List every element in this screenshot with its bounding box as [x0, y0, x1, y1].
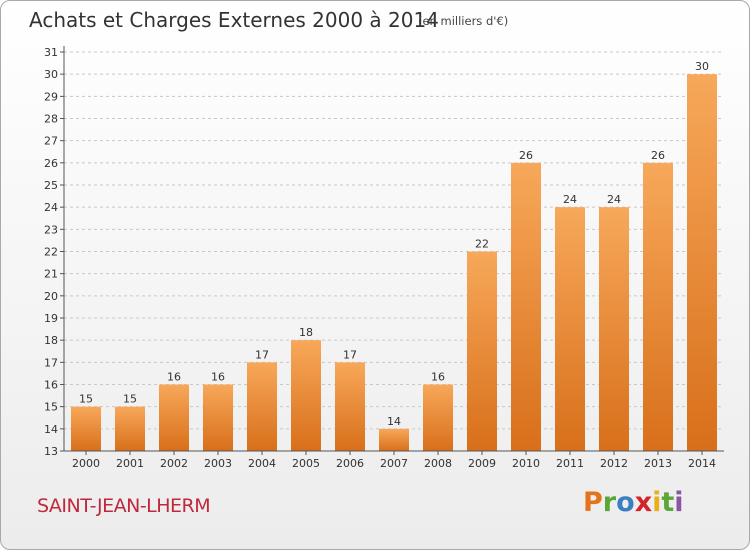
- bar: [599, 207, 629, 451]
- y-tick-label: 18: [44, 334, 58, 347]
- bar: [687, 74, 717, 452]
- data-label: 15: [79, 393, 93, 406]
- data-label: 24: [563, 193, 577, 206]
- bar: [379, 428, 409, 451]
- bar: [115, 406, 145, 451]
- bar: [643, 162, 673, 452]
- y-tick-label: 25: [44, 179, 58, 192]
- data-label: 22: [475, 238, 489, 251]
- logo-letter: r: [602, 487, 617, 518]
- logo-letter: o: [616, 487, 635, 518]
- data-label: 26: [519, 149, 533, 162]
- logo-letter: i: [652, 487, 662, 518]
- bar: [159, 384, 189, 451]
- bar: [335, 362, 365, 451]
- bar: [247, 362, 277, 451]
- x-tick-label: 2010: [512, 457, 540, 470]
- axes: 13 14 15 16 17 18 19 20 21 22 23 24 25 26 27 28 29 30 31 20…: [44, 46, 724, 470]
- bar: [467, 251, 497, 451]
- logo-letter: P: [583, 487, 603, 518]
- y-tick-label: 30: [44, 68, 58, 81]
- y-tick-label: 26: [44, 157, 58, 170]
- bar: [71, 406, 101, 451]
- y-tick-label: 24: [44, 201, 58, 214]
- y-tick-label: 27: [44, 135, 58, 148]
- y-tick-label: 13: [44, 445, 58, 458]
- y-tick-label: 15: [44, 401, 58, 414]
- y-tick-label: 19: [44, 312, 58, 325]
- y-tick-label: 17: [44, 356, 58, 369]
- y-tick-label: 20: [44, 290, 58, 303]
- bars: 15 15 16 16 17 18 17 14 16 22 26 24 24 26 30: [71, 60, 717, 452]
- x-tick-label: 2007: [380, 457, 408, 470]
- data-label: 26: [651, 149, 665, 162]
- y-tick-label: 31: [44, 46, 58, 59]
- data-label: 24: [607, 193, 621, 206]
- x-tick-label: 2005: [292, 457, 320, 470]
- y-tick-label: 29: [44, 90, 58, 103]
- commune-name: SAINT-JEAN-LHERM: [37, 495, 211, 517]
- data-label: 18: [299, 326, 313, 339]
- bar: [291, 340, 321, 451]
- y-tick-label: 14: [44, 423, 58, 436]
- x-tick-label: 2013: [644, 457, 672, 470]
- x-tick-label: 2004: [248, 457, 276, 470]
- bar: [423, 384, 453, 451]
- data-label: 15: [123, 393, 137, 406]
- y-tick-label: 21: [44, 268, 58, 281]
- logo-letter: t: [661, 487, 675, 518]
- data-label: 16: [211, 371, 225, 384]
- proxiti-logo: Proxiti: [583, 487, 684, 518]
- x-tick-label: 2001: [116, 457, 144, 470]
- data-label: 16: [431, 371, 445, 384]
- data-label: 17: [343, 348, 357, 361]
- bar: [511, 162, 541, 452]
- x-tick-label: 2003: [204, 457, 232, 470]
- x-tick-label: 2009: [468, 457, 496, 470]
- x-tick-label: 2012: [600, 457, 628, 470]
- x-tick-label: 2006: [336, 457, 364, 470]
- chart-subtitle: (en milliers d'€): [418, 14, 509, 28]
- data-label: 14: [387, 415, 401, 428]
- y-tick-label: 28: [44, 113, 58, 126]
- x-tick-label: 2002: [160, 457, 188, 470]
- bar: [555, 207, 585, 451]
- bar: [203, 384, 233, 451]
- y-tick-label: 16: [44, 379, 58, 392]
- data-label: 17: [255, 348, 269, 361]
- x-tick-label: 2008: [424, 457, 452, 470]
- x-tick-label: 2000: [72, 457, 100, 470]
- chart-title: Achats et Charges Externes 2000 à 2014: [29, 8, 439, 32]
- data-label: 30: [695, 60, 709, 73]
- x-tick-label: 2014: [688, 457, 716, 470]
- logo-letter: x: [634, 487, 653, 518]
- data-label: 16: [167, 371, 181, 384]
- x-tick-label: 2011: [556, 457, 584, 470]
- y-tick-label: 23: [44, 223, 58, 236]
- y-tick-label: 22: [44, 246, 58, 259]
- logo-letter: i: [674, 487, 684, 518]
